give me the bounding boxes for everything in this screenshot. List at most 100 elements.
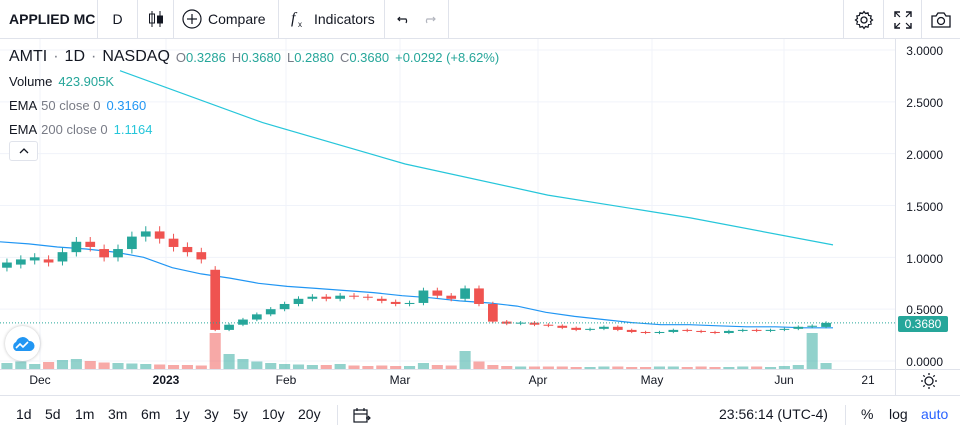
legend-ticker[interactable]: AMTI (9, 48, 48, 65)
ema200-name: EMA (9, 121, 38, 137)
candle-body (446, 295, 457, 299)
high-label: H (231, 49, 242, 65)
price-label: 0.0000 (906, 355, 943, 369)
volume-bar (737, 366, 749, 369)
volume-bar (681, 367, 693, 369)
volume-bar (292, 364, 305, 369)
price-label: 2.0000 (906, 148, 943, 162)
volume-bar (445, 365, 457, 369)
legend-interval: 1D (64, 48, 85, 65)
tradingview-logo[interactable] (5, 326, 40, 361)
candle-body (793, 326, 804, 329)
settings-button[interactable] (843, 0, 883, 39)
bottom-divider (845, 405, 846, 425)
volume-bar (348, 365, 360, 369)
time-label: May (640, 373, 664, 387)
ema200-legend-row[interactable]: EMA 200 close 0 1.1164 (9, 117, 499, 141)
range-3y-button[interactable]: 3y (204, 406, 219, 422)
volume-bar (598, 366, 610, 369)
interval-button[interactable]: D (98, 0, 138, 39)
camera-icon (931, 11, 951, 28)
ema50-value: 0.3160 (106, 97, 147, 113)
candle-body (140, 231, 151, 237)
candle-body (599, 326, 609, 329)
range-10y-button[interactable]: 10y (262, 406, 285, 422)
percent-scale-button[interactable]: % (861, 406, 874, 422)
chart-type-button[interactable] (138, 0, 174, 39)
volume-legend-row[interactable]: Volume 423.905K (9, 69, 499, 93)
fullscreen-button[interactable] (883, 0, 921, 39)
volume-bar (112, 363, 124, 369)
calendar-range-icon[interactable] (353, 407, 371, 423)
time-label: Jun (774, 373, 794, 387)
redo-icon[interactable] (421, 11, 437, 27)
candle-body (238, 319, 248, 325)
timezone-clock[interactable]: 23:56:14 (UTC-4) (719, 406, 828, 422)
volume-bars (1, 333, 832, 369)
candlesticks (2, 226, 831, 335)
range-5d-button[interactable]: 5d (45, 406, 61, 422)
log-scale-button[interactable]: log (889, 406, 908, 422)
change-value: +0.0292 (+8.62%) (395, 49, 500, 65)
candle-body (418, 290, 429, 303)
candle-body (71, 241, 82, 253)
candle-body (682, 329, 693, 331)
candle-body (99, 249, 109, 258)
compare-button[interactable]: Compare (174, 0, 279, 39)
candle-body (363, 296, 373, 298)
indicators-button[interactable]: f x Indicators (279, 0, 385, 39)
volume-value: 423.905K (58, 73, 115, 89)
candle-body (654, 331, 665, 334)
time-label: 21 (861, 373, 875, 387)
volume-bar (223, 354, 235, 369)
volume-bar (279, 364, 291, 369)
range-1d-button[interactable]: 1d (16, 406, 32, 422)
volume-name: Volume (9, 73, 53, 89)
candle-body (127, 236, 137, 250)
candle-body (113, 249, 123, 258)
candle-body (168, 238, 179, 247)
undo-icon[interactable] (396, 11, 412, 27)
range-1m-button[interactable]: 1m (75, 406, 95, 422)
candle-body (349, 295, 359, 297)
range-1y-button[interactable]: 1y (175, 406, 190, 422)
last-price-tag: 0.3680 (898, 316, 948, 332)
range-6m-button[interactable]: 6m (141, 406, 161, 422)
price-label: 3.0000 (906, 44, 943, 58)
volume-bar (98, 362, 110, 369)
volume-bar (570, 367, 582, 369)
symbol-legend-row: AMTI · 1D · NASDAQ O 0.3286 H 0.3680 L 0.28… (9, 45, 499, 69)
volume-bar (334, 364, 346, 369)
indicators-label: Indicators (314, 11, 375, 27)
low-value: 0.2880 (294, 49, 334, 65)
candle-body (585, 328, 595, 330)
screenshot-button[interactable] (921, 0, 960, 39)
volume-bar (84, 361, 96, 369)
volume-bar (237, 359, 249, 369)
range-5y-button[interactable]: 5y (233, 406, 248, 422)
auto-scale-button[interactable]: auto (921, 406, 949, 422)
range-3m-button[interactable]: 3m (108, 406, 128, 422)
volume-bar (251, 361, 263, 369)
candle-body (779, 328, 790, 330)
ema50-legend-row[interactable]: EMA 50 close 0 0.3160 (9, 93, 499, 117)
symbol-search-button[interactable]: APPLIED MC (0, 0, 98, 39)
high-value: 0.3680 (241, 49, 281, 65)
volume-bar (167, 365, 180, 369)
volume-bar (43, 362, 55, 369)
axis-settings-button[interactable] (920, 372, 938, 395)
bottom-divider (337, 405, 338, 425)
open-label: O (175, 49, 187, 65)
legend-sep-2: · (91, 48, 97, 65)
candle-body (737, 329, 748, 331)
candle-body (196, 252, 207, 260)
top-toolbar: APPLIED MC D Compare f x Indicators (0, 0, 960, 39)
volume-bar (584, 367, 596, 369)
range-20y-button[interactable]: 20y (298, 406, 321, 422)
candle-body (210, 269, 221, 330)
legend-collapse-button[interactable] (9, 141, 38, 161)
candle-body (321, 296, 332, 299)
volume-bar (709, 367, 721, 369)
volume-bar (1, 363, 13, 369)
chart-canvas[interactable] (0, 39, 960, 395)
